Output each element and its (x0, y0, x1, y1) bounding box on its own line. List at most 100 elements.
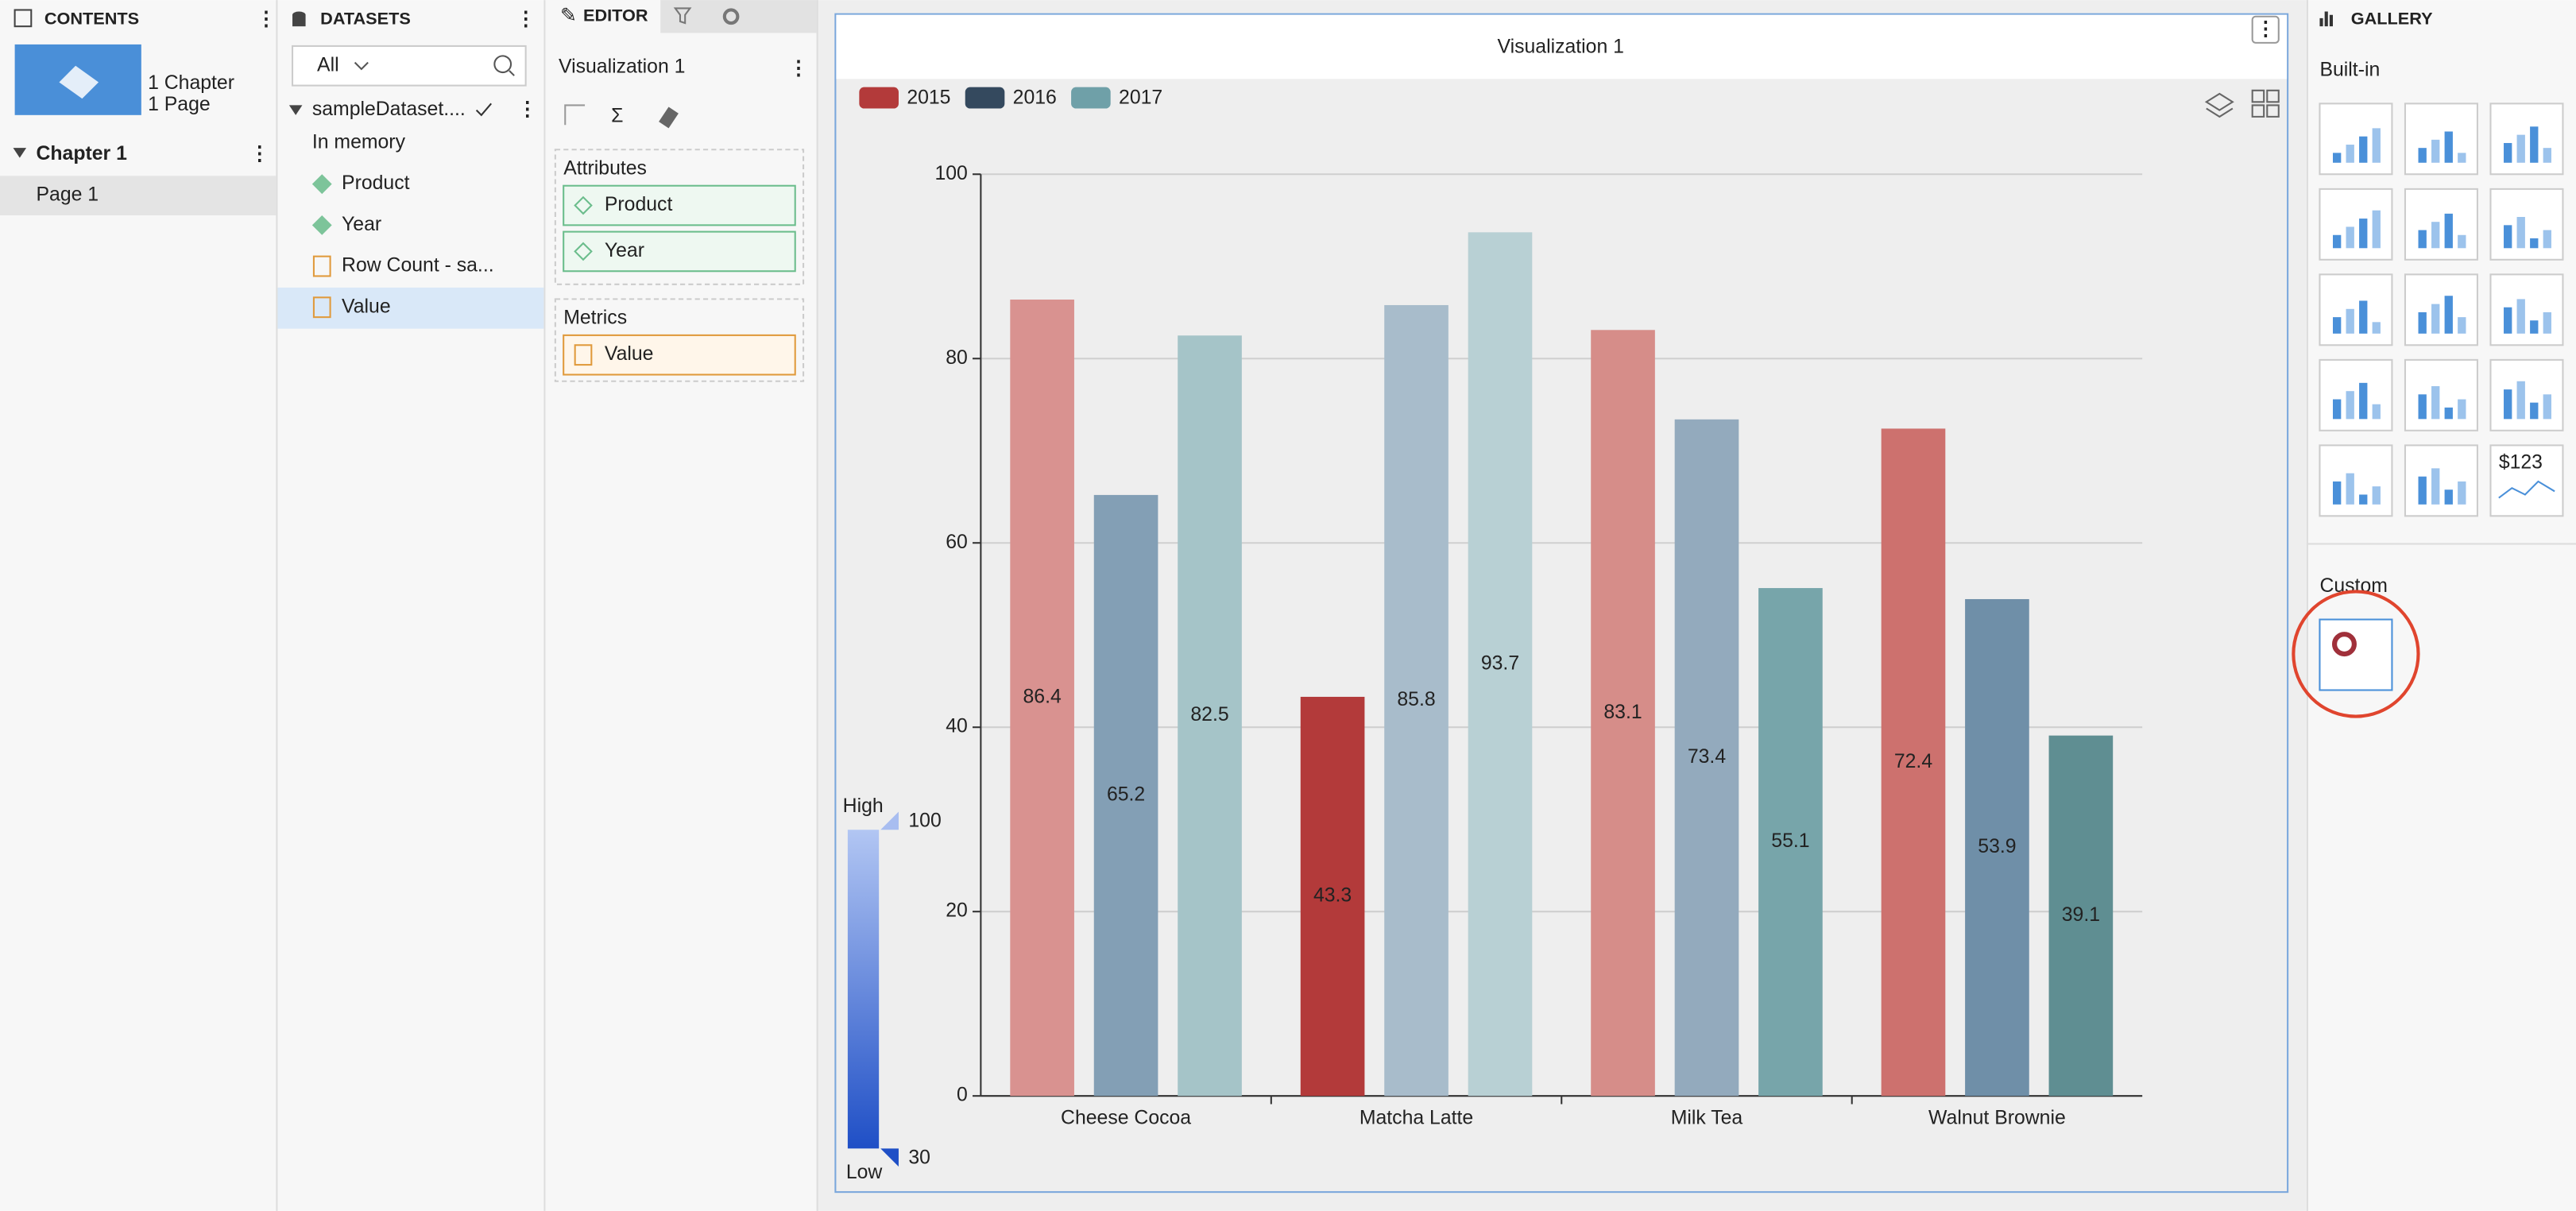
menu-button[interactable] (2251, 15, 2280, 44)
gallery-tile[interactable] (2489, 103, 2564, 176)
metric-icon (312, 296, 331, 319)
y-tick-label: 80 (946, 347, 968, 369)
gallery-tile[interactable] (2404, 273, 2478, 346)
data-label: 39.1 (2062, 904, 2100, 926)
gallery-tile[interactable] (2319, 103, 2393, 176)
tab-title[interactable]: EDITOR (583, 5, 648, 25)
search-icon[interactable] (493, 55, 512, 74)
legend-label[interactable]: 2017 (1119, 87, 1162, 109)
grid-icon[interactable] (2251, 89, 2280, 118)
tile-icon (2332, 317, 2342, 334)
tab[interactable] (545, 0, 661, 33)
bar (1093, 494, 1158, 1097)
dataset-name[interactable]: sampleDataset.... (312, 99, 466, 120)
gallery-tile[interactable] (2404, 358, 2478, 431)
tile-icon (2458, 317, 2466, 334)
data-label: 55.1 (1771, 830, 1809, 852)
x-tick-label: Milk Tea (1671, 1108, 1743, 1129)
pencil-icon: ✎ (560, 5, 577, 26)
layers-icon[interactable] (2204, 92, 2234, 118)
drop-zone (554, 298, 805, 382)
menu-icon[interactable]: ⋮ (517, 99, 537, 120)
datasets-panel (277, 0, 544, 1211)
page-row[interactable] (0, 176, 277, 215)
gallery-tile[interactable] (2489, 444, 2564, 517)
x-tick-label: Matcha Latte (1360, 1108, 1473, 1129)
filter-tab[interactable] (673, 7, 692, 25)
bar (2048, 735, 2114, 1097)
gallery-tile[interactable] (2319, 358, 2393, 431)
tile-icon (2346, 391, 2354, 420)
tile-icon (2530, 126, 2539, 163)
sum-icon[interactable]: Σ (611, 105, 623, 126)
tile-icon (2444, 213, 2453, 249)
custom-tile[interactable] (2319, 618, 2393, 691)
chapter[interactable]: Chapter 1 (36, 143, 127, 164)
field[interactable]: Year (342, 214, 381, 235)
gallery-tile[interactable] (2404, 444, 2478, 517)
icon (14, 9, 33, 28)
legend-swatch[interactable] (965, 87, 1005, 109)
legend-swatch[interactable] (859, 87, 899, 109)
bar (1384, 304, 1449, 1097)
menu-icon[interactable]: ⋮ (249, 143, 269, 164)
tile-icon (2332, 234, 2342, 249)
field-list: Product Year Row Count - sa... Value (277, 172, 544, 329)
settings-tab[interactable] (722, 8, 740, 25)
dataset-storage: In memory (312, 132, 406, 153)
gallery-tile[interactable] (2319, 273, 2393, 346)
filter-box[interactable] (291, 44, 527, 87)
tile-icon (2543, 394, 2551, 420)
field[interactable]: Row Count - sa... (342, 255, 494, 277)
tile-icon (2516, 217, 2525, 249)
bar (1300, 696, 1365, 1097)
gallery-tile[interactable] (2404, 103, 2478, 176)
zone-item[interactable] (563, 230, 796, 273)
page[interactable]: Page 1 (36, 184, 99, 206)
zone-item[interactable] (563, 334, 796, 376)
field[interactable]: Product (342, 172, 410, 194)
tile-icon (2359, 494, 2368, 505)
visualization-name: Visualization 1 (559, 56, 685, 77)
legend-label[interactable]: 2016 (1013, 87, 1057, 109)
field[interactable]: Value (342, 296, 391, 317)
tile-icon (2332, 481, 2342, 505)
panel-title: GALLERY (2351, 9, 2433, 29)
color-legend-low: Low (846, 1162, 883, 1183)
menu-icon[interactable]: ⋮ (788, 57, 808, 79)
gallery-tile[interactable] (2319, 444, 2393, 517)
tile-icon (2458, 234, 2466, 249)
gallery-tile[interactable] (2319, 188, 2393, 261)
menu-icon[interactable]: ⋮ (516, 8, 536, 29)
gallery-tile[interactable] (2489, 358, 2564, 431)
gallery-tile[interactable] (2489, 273, 2564, 346)
attribute-icon (311, 215, 332, 235)
zone-item[interactable] (563, 184, 796, 226)
gallery-tile[interactable] (2489, 188, 2564, 261)
y-tick-label: 20 (946, 900, 968, 922)
drop-zone (554, 149, 805, 285)
bar (1591, 330, 1655, 1097)
tile-icon (2516, 381, 2525, 420)
gallery-panel (2306, 0, 2576, 1211)
tile-icon (2458, 153, 2466, 163)
highlight-circle (2292, 590, 2420, 718)
bar (1965, 598, 2029, 1097)
tile-icon (2543, 230, 2551, 249)
zone-label: Metrics (563, 308, 627, 329)
menu-icon[interactable]: ⋮ (257, 8, 277, 29)
legend-swatch[interactable] (1071, 87, 1111, 109)
search-icon (509, 70, 515, 76)
color-legend-max: 100 (908, 810, 941, 831)
zone-item-label: Value (605, 343, 654, 365)
y-tick-label: 0 (957, 1085, 968, 1106)
tile-icon (2431, 304, 2440, 334)
editor-panel (545, 0, 817, 1211)
filter[interactable]: All (317, 54, 339, 75)
plot: 0 20 40 60 80 100 Cheese Cocoa 86.4 65.2 82.5 Matc… (859, 87, 2143, 1129)
eraser-icon[interactable] (659, 106, 679, 129)
gallery-tile[interactable] (2404, 188, 2478, 261)
legend-label[interactable]: 2015 (907, 87, 950, 109)
swap-icon[interactable] (564, 104, 586, 126)
field-selected (277, 287, 544, 329)
